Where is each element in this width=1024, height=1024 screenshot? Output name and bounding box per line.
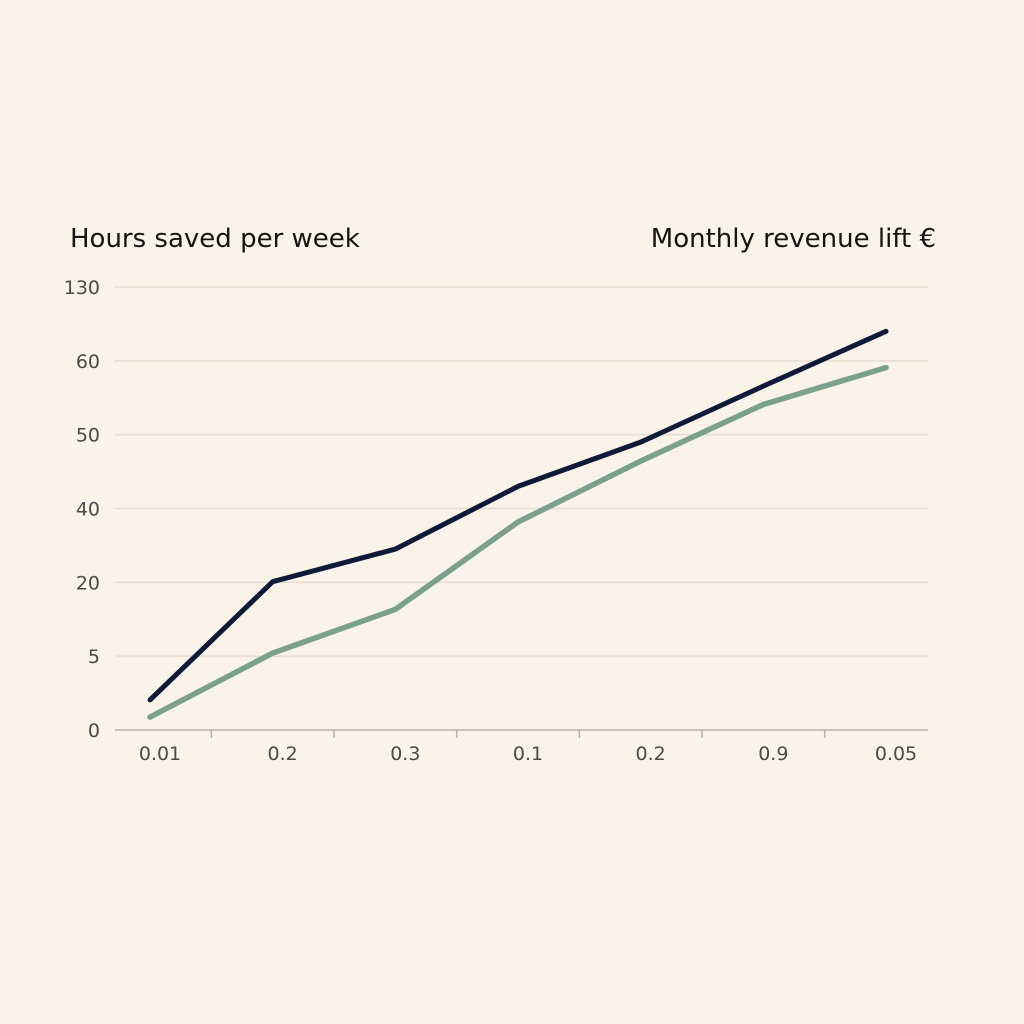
left-axis-title: Hours saved per week xyxy=(70,224,360,254)
x-tick-label: 0.3 xyxy=(390,743,420,765)
x-tick-label: 0.9 xyxy=(758,743,788,765)
x-tick-label: 0.2 xyxy=(636,743,666,765)
y-tick-label: 20 xyxy=(76,572,100,594)
y-axis-ticks: 0 5 20 40 50 60 130 xyxy=(64,277,100,742)
x-tick-label: 0.2 xyxy=(268,743,298,765)
gridlines xyxy=(115,286,928,731)
x-tick-label: 0.01 xyxy=(139,743,181,765)
x-tick-label: 0.05 xyxy=(875,743,917,765)
y-tick-label: 50 xyxy=(76,425,100,447)
x-tick-label: 0.1 xyxy=(513,743,543,765)
y-tick-label: 5 xyxy=(88,646,100,668)
y-tick-label: 130 xyxy=(64,277,100,299)
series-line xyxy=(147,364,889,720)
y-tick-label: 60 xyxy=(76,351,100,373)
series-lines xyxy=(147,328,889,720)
x-axis-ticks: 0.01 0.2 0.3 0.1 0.2 0.9 0.05 xyxy=(139,730,917,765)
right-axis-title: Monthly revenue lift € xyxy=(651,224,936,254)
series-line xyxy=(147,328,889,703)
y-tick-label: 0 xyxy=(88,720,100,742)
y-tick-label: 40 xyxy=(76,499,100,521)
